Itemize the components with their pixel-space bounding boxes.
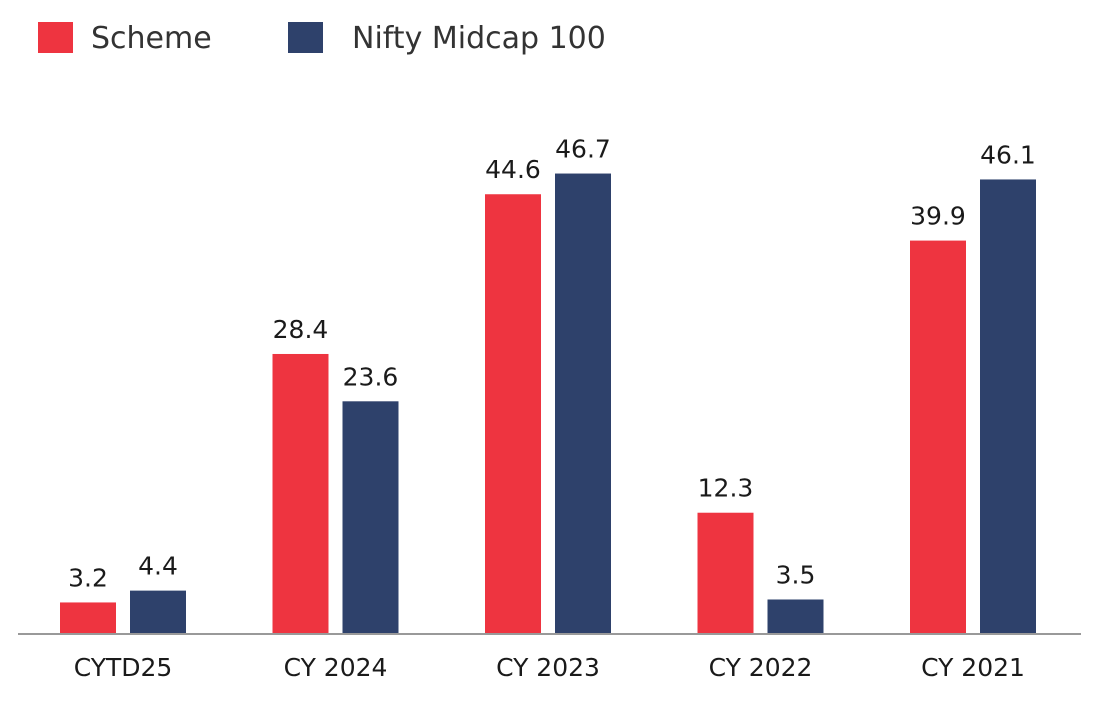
category-label-cy-2023: CY 2023	[496, 653, 600, 682]
bars-group	[60, 173, 1036, 635]
category-label-cy-2021: CY 2021	[921, 653, 1025, 682]
bar-nifty-midcap-100-cy-2023	[555, 173, 611, 634]
legend-label-scheme: Scheme	[91, 21, 212, 56]
data-label-scheme-cy-2022: 12.3	[698, 474, 754, 503]
bar-nifty-midcap-100-cy-2024	[342, 401, 399, 634]
value-labels-group: 3.2 4.4 28.4 23.6 44.6 46.7 12.3 3.5 39.9 46.1	[68, 135, 1036, 593]
legend-label-nifty-midcap-100: Nifty Midcap 100	[352, 21, 606, 56]
bar-nifty-midcap-100-cytd25	[130, 590, 186, 634]
data-label-nifty-midcap-100-cy-2022: 3.5	[776, 560, 816, 589]
data-label-nifty-midcap-100-cy-2023: 46.7	[555, 135, 611, 164]
bar-scheme-cy-2021	[910, 240, 966, 634]
category-label-cy-2022: CY 2022	[709, 653, 813, 682]
data-label-nifty-midcap-100-cytd25: 4.4	[138, 552, 178, 581]
legend-swatch-nifty-midcap-100	[288, 22, 323, 53]
legend-swatch-scheme	[38, 22, 73, 53]
category-label-cy-2024: CY 2024	[284, 653, 388, 682]
data-label-scheme-cy-2021: 39.9	[910, 202, 966, 231]
bar-nifty-midcap-100-cy-2021	[980, 179, 1036, 635]
data-label-nifty-midcap-100-cy-2024: 23.6	[343, 362, 399, 391]
bar-scheme-cy-2022	[697, 512, 754, 634]
legend: Scheme Nifty Midcap 100	[38, 21, 606, 56]
category-labels-group: CYTD25 CY 2024 CY 2023 CY 2022 CY 2021	[74, 653, 1025, 682]
category-label-cytd25: CYTD25	[74, 653, 173, 682]
bar-scheme-cytd25	[60, 602, 116, 634]
bar-nifty-midcap-100-cy-2022	[767, 599, 824, 634]
bar-scheme-cy-2023	[485, 194, 541, 634]
data-label-scheme-cy-2024: 28.4	[273, 315, 329, 344]
data-label-nifty-midcap-100-cy-2021: 46.1	[980, 140, 1036, 169]
data-label-scheme-cy-2023: 44.6	[485, 155, 541, 184]
data-label-scheme-cytd25: 3.2	[68, 563, 108, 592]
bar-scheme-cy-2024	[272, 353, 329, 634]
